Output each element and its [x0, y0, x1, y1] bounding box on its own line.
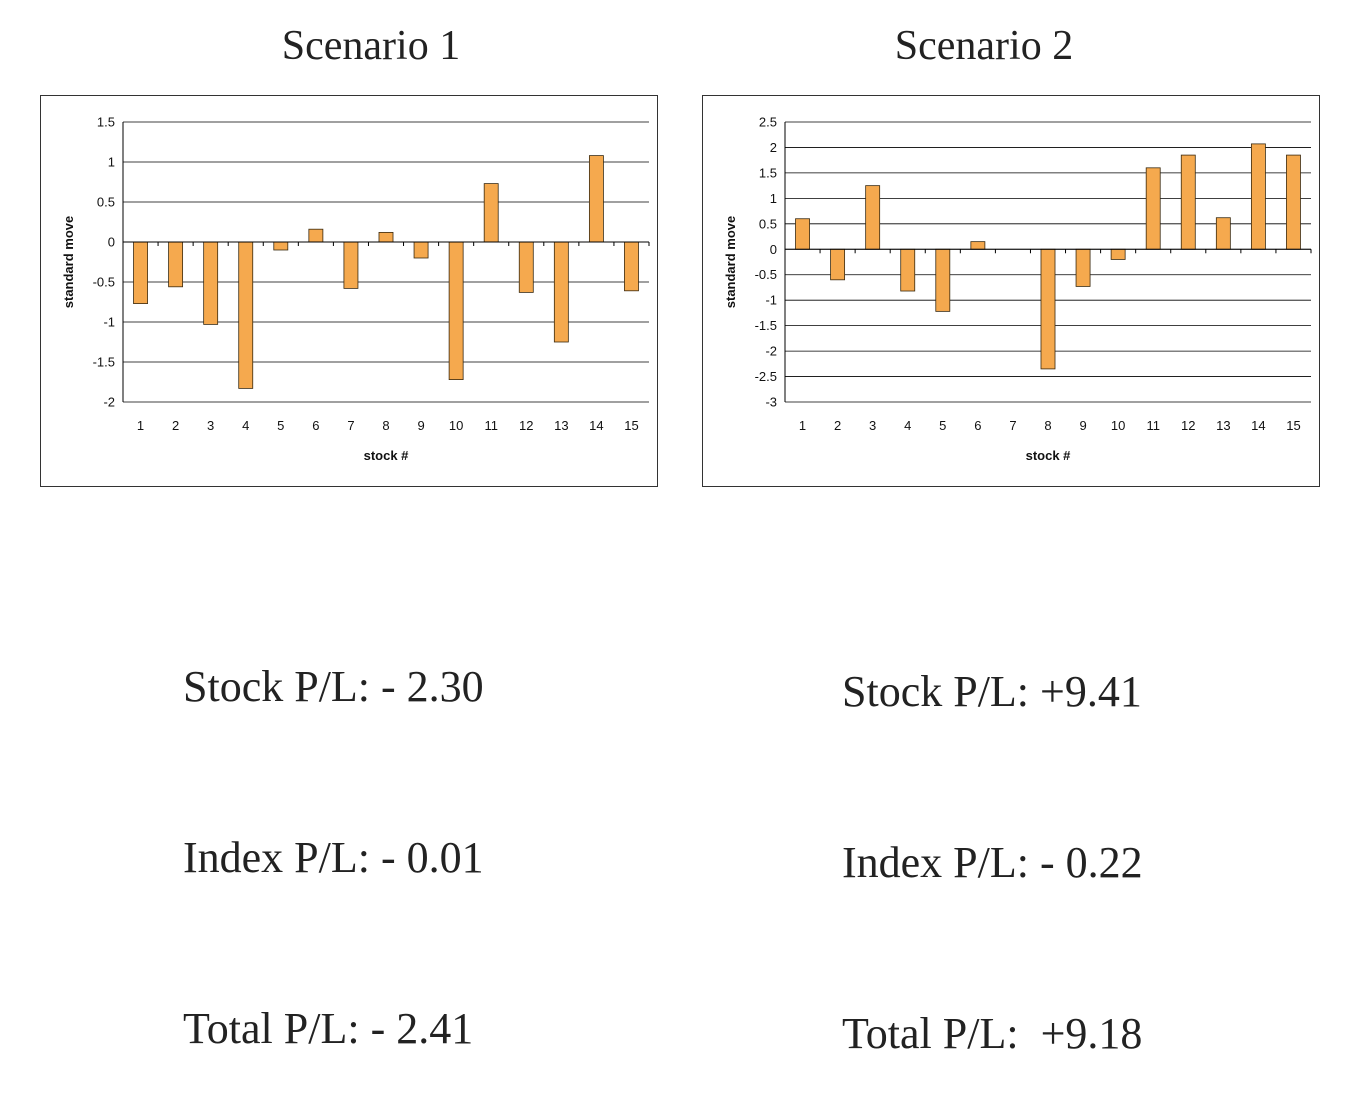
x-tick-label: 7	[1009, 418, 1016, 433]
y-tick-label: -0.5	[93, 275, 115, 290]
y-axis-title: standard move	[61, 216, 76, 308]
x-tick-label: 1	[137, 418, 144, 433]
x-axis-title: stock #	[1026, 448, 1072, 463]
scenario-1-chart: 1.5 1 0.5 0 -0.5 -1 -1.5 -2 1 2 3 4 5 6 7 8 9 10 11 12 13 14 1…	[40, 95, 658, 487]
scenario-2-chart-svg: 2.521.510.50-0.5-1-1.5-2-2.5-31 2 3 4 5 6 7 8 9 1…	[723, 115, 1312, 463]
x-tick-label: 5	[939, 418, 946, 433]
bar	[1180, 154, 1196, 250]
stock-pl-text: Stock P/L: +9.41	[842, 667, 1142, 716]
y-tick-label: 0.5	[759, 216, 777, 231]
x-tick-label: 9	[1079, 418, 1086, 433]
x-tick-label: 9	[417, 418, 424, 433]
scenario-1-chart-svg: 1.510.50-0.5-1-1.5-21 2 3 4 5 6 7 8 9 10 11 12 13 14 1…	[61, 115, 650, 463]
x-tick-label: 14	[1251, 418, 1265, 433]
bar	[238, 241, 254, 389]
bar	[1286, 154, 1301, 250]
scenario-2-pl-summary: Stock P/L: +9.41 Index P/L: - 0.22 Total…	[842, 549, 1143, 1119]
x-tick-label: 4	[242, 418, 249, 433]
x-tick-label: 5	[277, 418, 284, 433]
x-tick-label: 13	[1216, 418, 1230, 433]
x-tick-label: 7	[347, 418, 354, 433]
y-tick-label: 1	[770, 191, 777, 206]
y-tick-label: 1	[108, 155, 115, 170]
y-tick-label: -3	[765, 395, 777, 410]
index-pl-text: Index P/L: - 0.22	[842, 838, 1143, 887]
scenario-1-pl-summary: Stock P/L: - 2.30 Index P/L: - 0.01 Tota…	[183, 544, 484, 1114]
y-tick-label: 0	[770, 242, 777, 257]
bar	[273, 241, 289, 251]
bar	[168, 241, 184, 288]
x-tick-label: 15	[624, 418, 638, 433]
stock-pl-text: Stock P/L: - 2.30	[183, 662, 484, 711]
x-tick-label: 2	[172, 418, 179, 433]
bar	[203, 241, 219, 325]
bar	[1075, 248, 1091, 287]
bar	[1145, 167, 1161, 250]
y-tick-label: -2.5	[755, 369, 777, 384]
scenario-2-chart: 2.5 2 1.5 1 0.5 0 -0.5 -1 -1.5 -2 -2.5 -3 1 2 3 4 5 6 7 8 9 1…	[702, 95, 1320, 487]
y-tick-label: 1.5	[97, 115, 115, 130]
x-tick-label: 2	[834, 418, 841, 433]
bar	[900, 248, 916, 292]
y-tick-label: 0.5	[97, 195, 115, 210]
y-tick-label: -2	[765, 344, 777, 359]
x-tick-label: 12	[1181, 418, 1195, 433]
bar	[378, 231, 394, 243]
bar	[970, 241, 986, 250]
bar	[133, 241, 148, 304]
x-tick-label: 4	[904, 418, 911, 433]
y-tick-label: -1	[765, 293, 777, 308]
bar	[1250, 143, 1266, 250]
x-tick-label: 15	[1286, 418, 1300, 433]
x-tick-label: 13	[554, 418, 568, 433]
y-tick-label: -1	[103, 315, 115, 330]
y-axis-title: standard move	[723, 216, 738, 308]
y-tick-label: 2.5	[759, 115, 777, 130]
bar	[343, 241, 359, 289]
x-tick-label: 6	[312, 418, 319, 433]
bar	[865, 185, 881, 250]
y-tick-label: -1.5	[93, 355, 115, 370]
y-tick-label: 0	[108, 235, 115, 250]
bar	[308, 228, 324, 243]
total-pl-text: Total P/L: - 2.41	[183, 1004, 474, 1053]
x-tick-label: 8	[1044, 418, 1051, 433]
y-tick-label: -0.5	[755, 267, 777, 282]
bar	[1215, 217, 1231, 250]
y-tick-label: 1.5	[759, 165, 777, 180]
x-tick-label: 10	[1111, 418, 1125, 433]
x-tick-label: 11	[1146, 418, 1160, 433]
bar	[795, 218, 810, 250]
bar	[935, 248, 951, 312]
total-pl-text: Total P/L: +9.18	[842, 1009, 1143, 1058]
x-tick-label: 6	[974, 418, 981, 433]
bar	[448, 241, 464, 381]
bar	[1040, 248, 1056, 370]
x-tick-label: 3	[207, 418, 214, 433]
x-tick-label: 14	[589, 418, 603, 433]
scenario-1-title: Scenario 1	[281, 23, 461, 69]
bar	[830, 248, 846, 281]
y-tick-label: 2	[770, 140, 777, 155]
x-tick-label: 1	[799, 418, 806, 433]
index-pl-text: Index P/L: - 0.01	[183, 833, 484, 882]
y-tick-label: -2	[103, 395, 115, 410]
y-tick-label: -1.5	[755, 318, 777, 333]
bar	[483, 183, 499, 243]
x-axis-title: stock #	[364, 448, 410, 463]
bar	[413, 241, 429, 259]
x-tick-label: 12	[519, 418, 533, 433]
bar	[518, 241, 534, 293]
bar	[624, 241, 639, 292]
x-tick-label: 11	[484, 418, 498, 433]
bar	[588, 155, 604, 243]
x-tick-label: 3	[869, 418, 876, 433]
scenario-2-title: Scenario 2	[894, 23, 1074, 69]
x-tick-label: 8	[382, 418, 389, 433]
bar	[1110, 248, 1126, 260]
bar	[553, 241, 569, 343]
x-tick-label: 10	[449, 418, 463, 433]
